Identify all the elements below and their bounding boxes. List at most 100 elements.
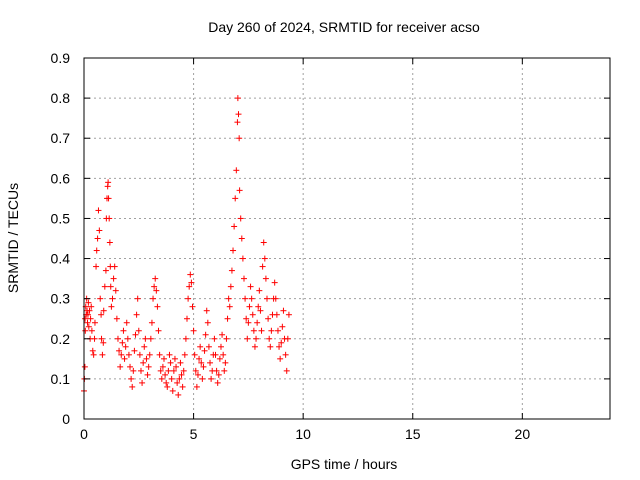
- data-point: [225, 295, 232, 302]
- data-point: [146, 351, 153, 358]
- data-point: [223, 335, 230, 342]
- data-point: [175, 391, 182, 398]
- data-point: [82, 327, 89, 334]
- data-point: [110, 275, 117, 282]
- data-point: [143, 355, 150, 362]
- data-point: [101, 283, 108, 290]
- data-point: [127, 363, 134, 370]
- data-point: [280, 307, 287, 314]
- data-point: [153, 287, 160, 294]
- data-point: [205, 343, 212, 350]
- data-point: [283, 367, 290, 374]
- data-point: [262, 275, 269, 282]
- data-point: [154, 303, 161, 310]
- data-point: [105, 179, 112, 186]
- data-point: [157, 367, 164, 374]
- data-point: [199, 375, 206, 382]
- y-tick-label: 0.7: [51, 130, 71, 146]
- data-point: [121, 355, 128, 362]
- data-point: [144, 371, 151, 378]
- data-point: [119, 339, 126, 346]
- data-point: [203, 307, 210, 314]
- y-tick-label: 0.5: [51, 210, 71, 226]
- data-point: [190, 327, 197, 334]
- data-point: [267, 343, 274, 350]
- data-point: [106, 215, 113, 222]
- data-point: [139, 379, 146, 386]
- data-point: [156, 351, 163, 358]
- data-point: [141, 343, 148, 350]
- data-point: [125, 351, 132, 358]
- data-point: [234, 119, 241, 126]
- data-point: [108, 303, 115, 310]
- data-point: [264, 295, 271, 302]
- data-point: [118, 351, 125, 358]
- data-point: [82, 315, 89, 322]
- y-tick-label: 0.8: [51, 90, 71, 106]
- data-point: [134, 295, 141, 302]
- data-point: [196, 355, 203, 362]
- data-point: [243, 315, 250, 322]
- data-point: [98, 335, 105, 342]
- x-tick-label: 20: [515, 426, 531, 442]
- data-point: [99, 351, 106, 358]
- data-point: [181, 351, 188, 358]
- data-point: [213, 367, 220, 374]
- data-point: [96, 227, 103, 234]
- data-point: [84, 311, 91, 318]
- data-point: [124, 335, 131, 342]
- y-tick-label: 0.3: [51, 291, 71, 307]
- data-point: [137, 367, 144, 374]
- data-point: [194, 371, 201, 378]
- grid: [84, 58, 610, 419]
- y-tick-label: 0.2: [51, 331, 71, 347]
- data-point: [246, 303, 253, 310]
- data-point: [113, 315, 120, 322]
- data-point: [260, 239, 267, 246]
- data-point: [257, 307, 264, 314]
- data-point: [284, 335, 291, 342]
- data-point: [185, 295, 192, 302]
- data-points: [81, 95, 292, 398]
- data-point: [285, 311, 292, 318]
- data-point: [268, 327, 275, 334]
- data-point: [100, 339, 107, 346]
- data-point: [160, 355, 167, 362]
- data-point: [226, 303, 233, 310]
- data-point: [272, 295, 279, 302]
- data-point: [162, 371, 169, 378]
- y-tick-label: 0.1: [51, 371, 71, 387]
- data-point: [81, 363, 88, 370]
- data-point: [132, 331, 139, 338]
- data-point: [88, 303, 95, 310]
- plot-frame: [83, 57, 611, 420]
- data-point: [167, 359, 174, 366]
- data-point: [207, 359, 214, 366]
- data-point: [130, 367, 137, 374]
- data-point: [91, 319, 98, 326]
- data-point: [163, 379, 170, 386]
- data-point: [254, 319, 261, 326]
- data-point: [129, 383, 136, 390]
- data-point: [111, 263, 118, 270]
- data-point: [122, 343, 129, 350]
- data-point: [85, 299, 92, 306]
- data-point: [277, 355, 284, 362]
- data-point: [155, 327, 162, 334]
- data-point: [250, 327, 257, 334]
- data-point: [255, 303, 262, 310]
- data-point: [198, 359, 205, 366]
- y-axis-label: SRMTID / TECUs: [5, 183, 21, 293]
- data-point: [93, 263, 100, 270]
- data-point: [204, 319, 211, 326]
- x-tick-label: 15: [405, 426, 421, 442]
- data-point: [152, 275, 159, 282]
- data-point: [249, 311, 256, 318]
- data-point: [102, 267, 109, 274]
- data-point: [135, 327, 142, 334]
- data-point: [278, 339, 285, 346]
- data-point: [273, 311, 280, 318]
- data-point: [131, 347, 138, 354]
- data-point: [184, 315, 191, 322]
- data-point: [178, 371, 185, 378]
